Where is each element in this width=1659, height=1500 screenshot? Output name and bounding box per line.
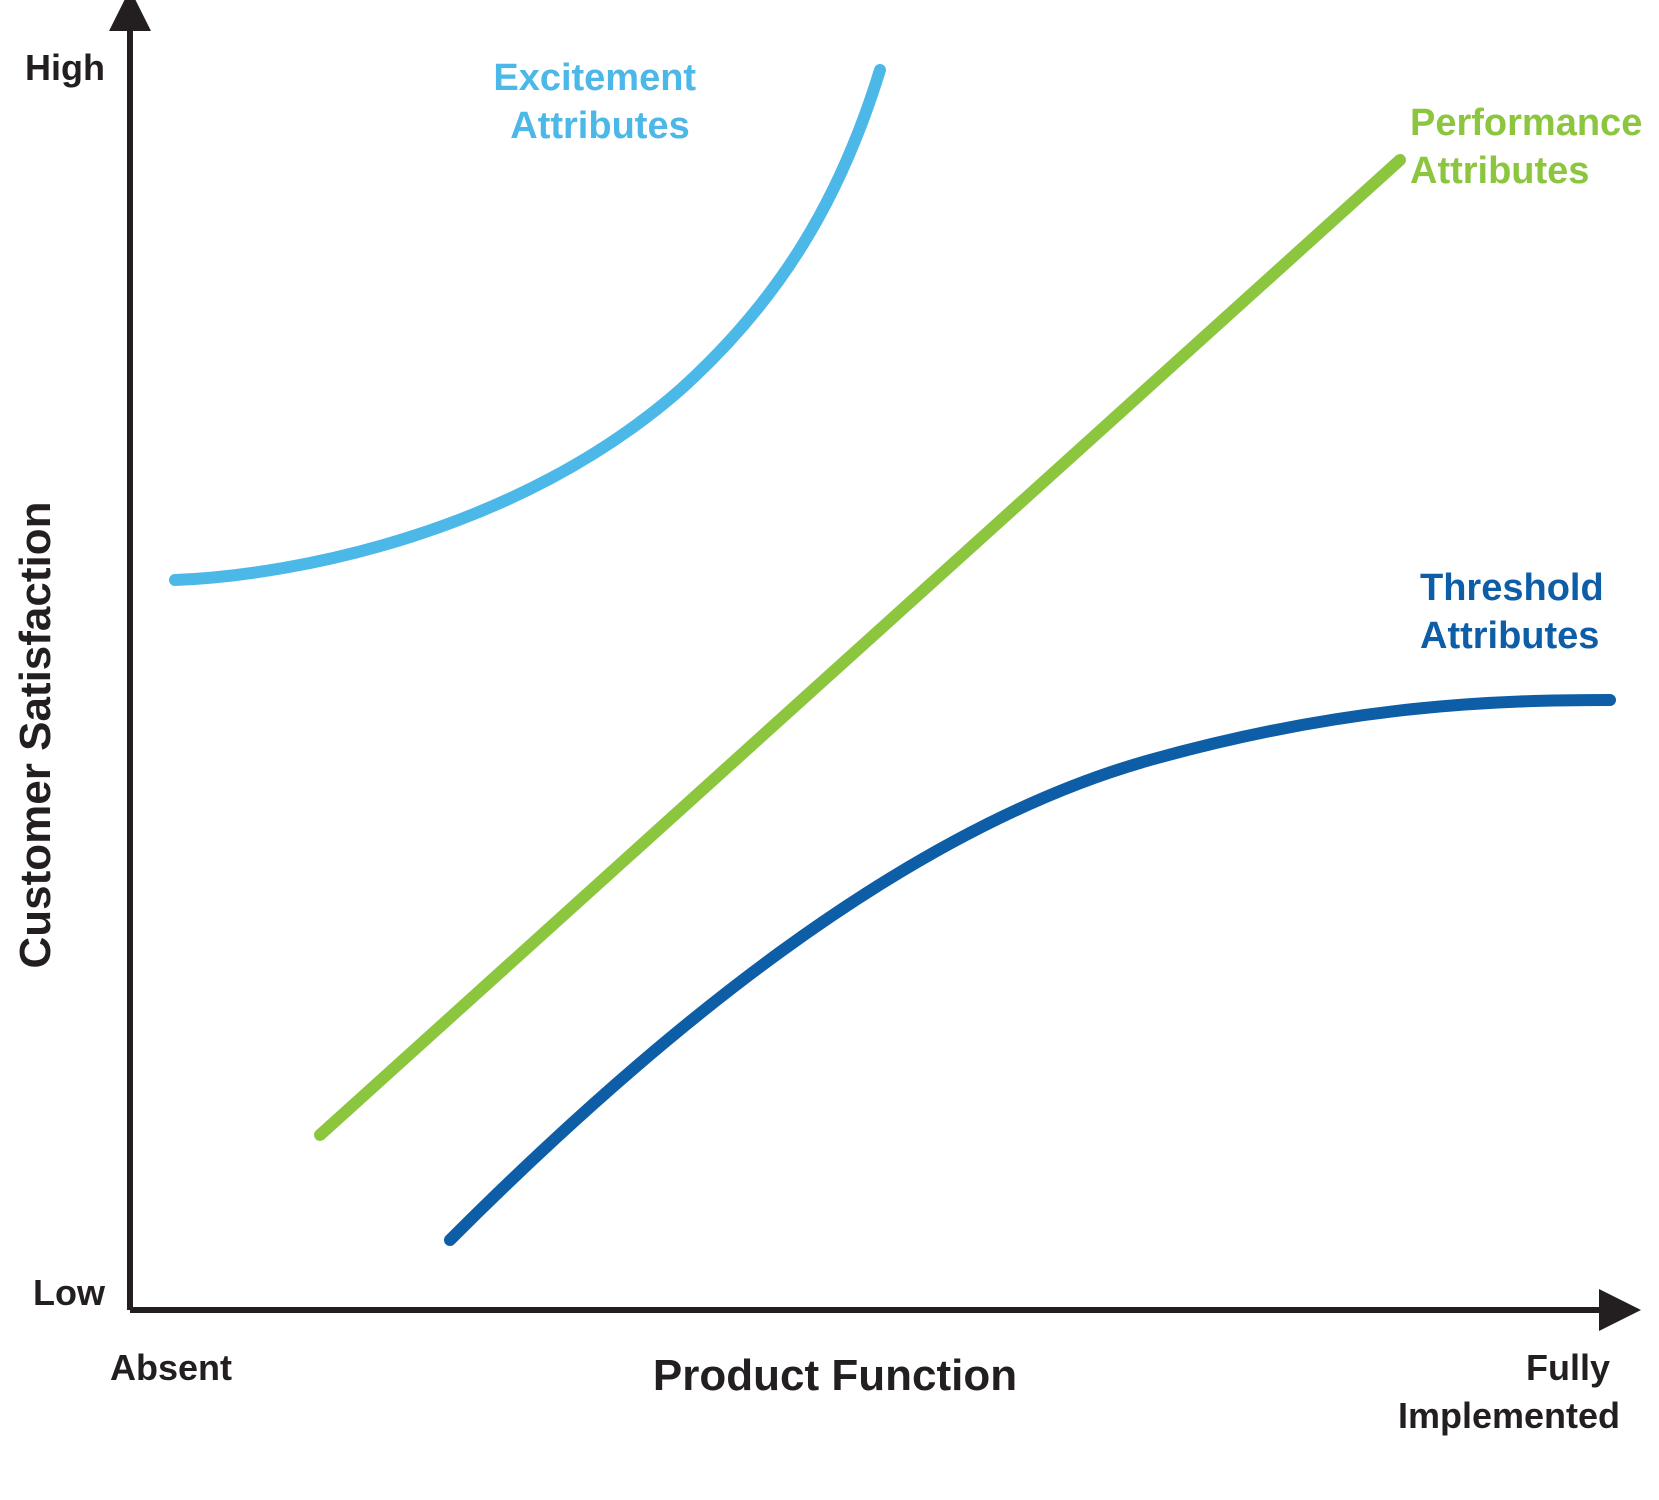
chart-svg: Excitement Attributes Performance Attrib…: [0, 0, 1659, 1500]
y-tick-low: Low: [33, 1272, 106, 1313]
x-tick-low: Absent: [110, 1347, 232, 1388]
kano-chart: Excitement Attributes Performance Attrib…: [0, 0, 1659, 1500]
performance-line: [320, 160, 1400, 1135]
threshold-label: Threshold Attributes: [1420, 567, 1614, 657]
excitement-label: Excitement Attributes: [493, 57, 706, 147]
performance-label: Performance Attributes: [1410, 102, 1653, 192]
x-axis-title: Product Function: [653, 1351, 1017, 1400]
x-tick-high: Fully Implemented: [1398, 1347, 1620, 1436]
threshold-curve: [450, 700, 1610, 1240]
y-tick-high: High: [25, 47, 105, 88]
y-axis-title: Customer Satisfaction: [11, 502, 60, 969]
